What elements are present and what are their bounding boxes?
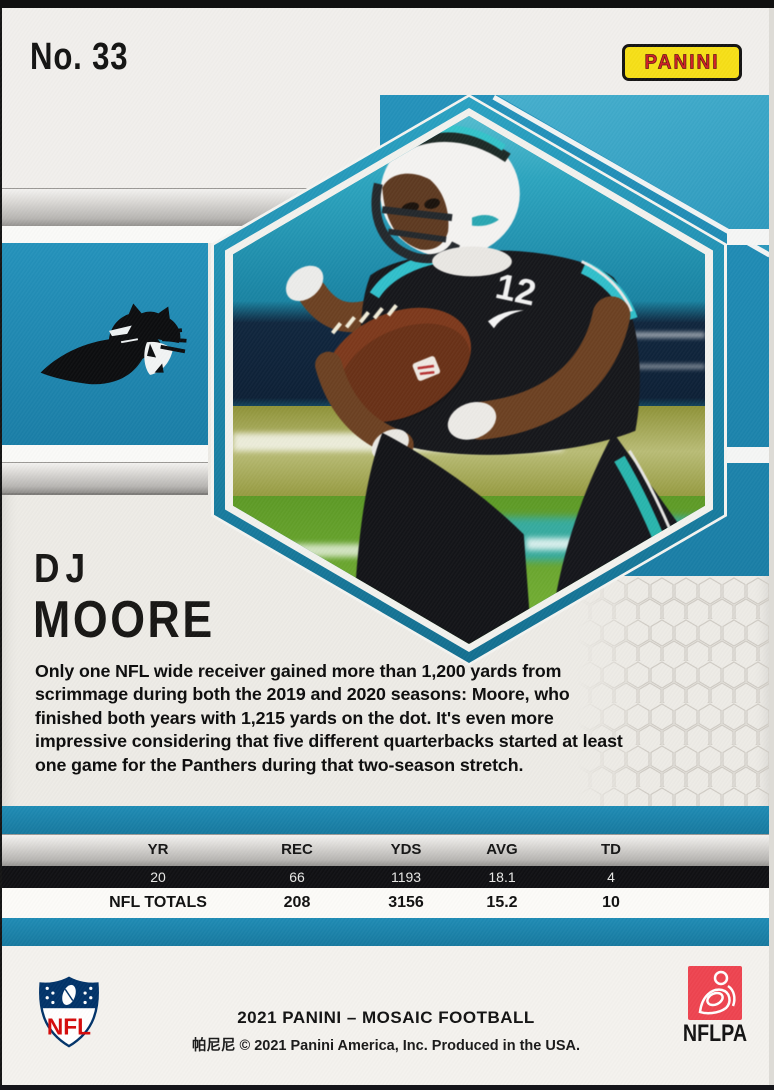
copyright-text: 帕尼尼 © 2021 Panini America, Inc. Produced… <box>191 1038 581 1054</box>
panther-head-icon <box>36 288 188 398</box>
stats-cell: 4 <box>607 869 615 885</box>
honeycomb-pattern <box>578 577 770 812</box>
white-stripe-right-upper <box>727 229 770 245</box>
stats-header-td: TD <box>601 841 621 858</box>
scan-edge-bottom <box>0 1085 774 1090</box>
white-stripe-right-lower <box>727 447 770 463</box>
stats-header-yr: YR <box>147 841 169 858</box>
nfl-logo-text: NFL <box>47 1014 91 1040</box>
panini-logo-text: PANINI <box>644 50 720 74</box>
stats-cell: 18.1 <box>488 869 516 885</box>
scan-edge-top <box>0 0 774 8</box>
player-first-name: DJ <box>34 545 92 591</box>
player-last-name: MOORE <box>33 591 215 649</box>
card-footer-area <box>2 946 770 1086</box>
nflpa-player-icon <box>688 966 742 1020</box>
player-photo-hexagon: 12 <box>211 94 727 666</box>
stats-cell: 20 <box>150 869 166 885</box>
stats-cell: 66 <box>289 869 305 885</box>
nflpa-logo-text: NFLPA <box>682 1020 748 1047</box>
nike-swoosh-icon <box>487 310 524 329</box>
stats-blue-band-bottom <box>2 918 770 946</box>
stats-cell: 10 <box>602 894 620 911</box>
stats-totals-label: NFL TOTALS <box>109 894 207 911</box>
product-line-text: 2021 PANINI – MOSAIC FOOTBALL <box>237 1008 535 1027</box>
card-number: No. 33 <box>30 36 129 78</box>
jersey-number: 12 <box>492 266 539 313</box>
stats-cell: 208 <box>283 894 311 911</box>
stats-cell: 3156 <box>388 894 424 911</box>
stats-row-band-light <box>2 888 770 918</box>
stats-row-band-dark <box>2 866 770 888</box>
panini-badge: PANINI <box>622 44 742 81</box>
stats-header-band <box>2 834 770 869</box>
player-bio-text: Only one NFL wide receiver gained more t… <box>35 661 623 775</box>
silver-stripe-left-lower <box>2 462 208 495</box>
stats-blue-band-top <box>2 806 770 834</box>
stats-header-rec: REC <box>281 841 313 858</box>
stats-header-yds: YDS <box>390 841 422 858</box>
stats-cell: 15.2 <box>486 894 518 911</box>
scan-edge-right <box>769 8 774 1085</box>
nfl-shield-icon: NFL <box>36 976 102 1048</box>
white-stripe-left-lower <box>2 445 208 462</box>
stats-header-avg: AVG <box>486 841 518 858</box>
stats-cell: 1193 <box>390 869 422 885</box>
